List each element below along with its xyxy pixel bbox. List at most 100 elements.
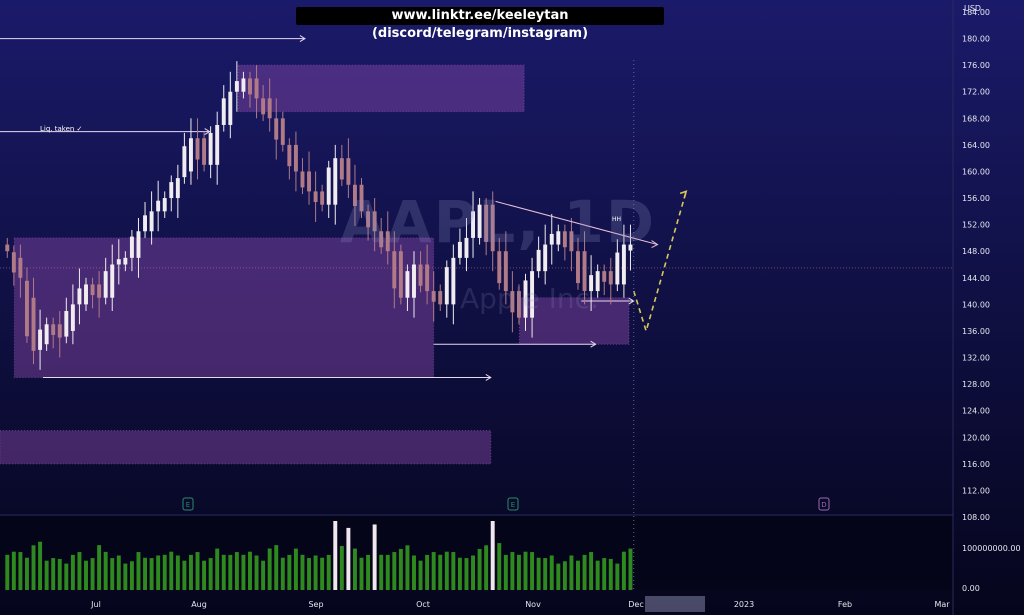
candle-body bbox=[385, 231, 390, 252]
price-tick-label: 184.00 bbox=[962, 8, 990, 17]
volume-bar bbox=[457, 557, 462, 590]
volume-bar bbox=[208, 558, 213, 590]
volume-bar bbox=[261, 560, 266, 590]
projection-path bbox=[632, 191, 687, 334]
volume-bar bbox=[274, 545, 279, 590]
candle-body bbox=[116, 259, 121, 265]
level-arrow bbox=[204, 128, 211, 136]
candle-body bbox=[339, 158, 344, 180]
volume-bar bbox=[576, 560, 580, 590]
volume-bar bbox=[188, 554, 193, 590]
volume-bar bbox=[385, 554, 390, 590]
price-tick-label: 176.00 bbox=[962, 61, 990, 70]
candle-body bbox=[18, 257, 23, 278]
volume-bar bbox=[431, 552, 436, 590]
candle-body bbox=[307, 171, 312, 192]
event-marker bbox=[507, 497, 519, 511]
price-tick-label: 116.00 bbox=[962, 460, 990, 469]
volume-bar bbox=[615, 563, 620, 590]
level-arrow bbox=[590, 340, 597, 348]
price-tick-label: 108.00 bbox=[962, 513, 990, 522]
candle-body bbox=[143, 215, 148, 232]
candle-body bbox=[431, 291, 436, 302]
volume-bar bbox=[293, 548, 298, 590]
candle-body bbox=[248, 78, 252, 95]
price-tick-label: 112.00 bbox=[962, 486, 990, 495]
candle-body bbox=[379, 231, 384, 248]
volume-bar bbox=[536, 557, 541, 590]
time-tick-label: 2023 bbox=[734, 600, 754, 609]
candle-body bbox=[549, 233, 554, 245]
price-tick-label: 168.00 bbox=[962, 114, 990, 123]
volume-bar bbox=[346, 527, 351, 590]
candle-body bbox=[425, 264, 430, 292]
price-tick-label: 136.00 bbox=[962, 327, 990, 336]
event-marker-label: E bbox=[186, 501, 190, 509]
volume-bar bbox=[366, 554, 371, 590]
candle-body bbox=[477, 204, 482, 238]
volume-bar bbox=[195, 552, 200, 590]
candle-body bbox=[346, 158, 351, 185]
volume-bar bbox=[116, 555, 121, 590]
volume-bar bbox=[215, 548, 220, 590]
volume-bar bbox=[84, 560, 88, 590]
candle-body bbox=[129, 236, 134, 258]
volume-bar bbox=[90, 558, 95, 590]
volume-bar bbox=[228, 554, 233, 590]
banner-link[interactable]: www.linktr.ee/keeleytan (discord/telegra… bbox=[371, 8, 589, 41]
volume-bar bbox=[156, 555, 161, 590]
candle-body bbox=[234, 81, 239, 92]
volume-bar bbox=[503, 554, 508, 590]
candle-body bbox=[254, 78, 259, 99]
price-tick-label: 124.00 bbox=[962, 407, 990, 416]
candle-body bbox=[490, 204, 495, 252]
candle-body bbox=[38, 329, 43, 350]
candle-body bbox=[615, 252, 620, 285]
candle-body bbox=[293, 144, 298, 172]
candle-body bbox=[44, 324, 49, 345]
volume-bar bbox=[51, 558, 56, 590]
volume-bar bbox=[444, 551, 449, 590]
price-tick-label: 120.00 bbox=[962, 433, 990, 442]
trendline bbox=[495, 200, 658, 246]
volume-bar bbox=[221, 554, 226, 590]
volume-bar bbox=[398, 548, 403, 590]
candle-body bbox=[149, 211, 154, 232]
candle-body bbox=[70, 304, 75, 331]
volume-bar bbox=[490, 521, 495, 590]
date-range-highlight bbox=[645, 596, 705, 612]
candle-body bbox=[602, 271, 607, 282]
volume-bar bbox=[70, 554, 75, 590]
volume-tick-label: 100000000.00 bbox=[962, 544, 1021, 553]
candle-body bbox=[175, 178, 180, 199]
candle-body bbox=[562, 231, 567, 248]
candle-body bbox=[576, 251, 580, 284]
volume-bar bbox=[123, 563, 128, 590]
volume-bar bbox=[5, 554, 10, 590]
candle-body bbox=[57, 324, 62, 338]
candle-body bbox=[241, 78, 246, 92]
time-tick-label: Jul bbox=[90, 600, 101, 609]
candle-body bbox=[77, 288, 82, 305]
time-tick-label: Nov bbox=[525, 600, 541, 609]
candle-body bbox=[300, 171, 305, 188]
volume-bar bbox=[280, 557, 285, 590]
volume-bar bbox=[464, 558, 469, 590]
candle-body bbox=[628, 244, 633, 251]
volume-bar bbox=[372, 524, 377, 590]
volume-bar bbox=[589, 552, 594, 590]
volume-bar bbox=[392, 552, 397, 590]
time-tick-label: Aug bbox=[191, 600, 207, 609]
volume-bar bbox=[103, 551, 108, 590]
volume-bar bbox=[143, 557, 148, 590]
price-tick-label: 132.00 bbox=[962, 354, 990, 363]
candle-body bbox=[569, 231, 574, 252]
zone-supply-top bbox=[237, 64, 525, 113]
candle-body bbox=[103, 271, 108, 298]
candle-body bbox=[621, 244, 626, 285]
volume-bar bbox=[339, 546, 344, 590]
price-tick-label: 140.00 bbox=[962, 300, 990, 309]
candle-body bbox=[464, 237, 469, 258]
volume-bar bbox=[359, 557, 364, 590]
